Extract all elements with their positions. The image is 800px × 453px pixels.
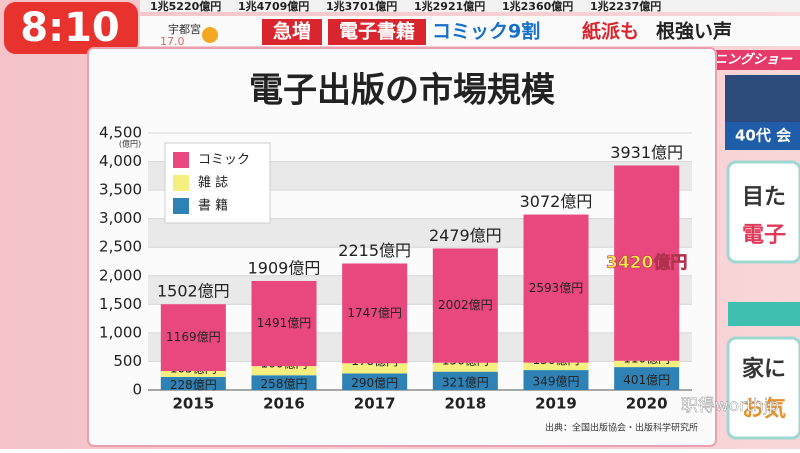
tag-box: [262, 19, 322, 45]
headline-bar: [140, 16, 800, 46]
x-tick-label: 2018: [444, 395, 486, 413]
tag-box: [328, 19, 426, 45]
data-label: 1169億円: [166, 330, 221, 344]
legend-label: 書 籍: [198, 198, 228, 214]
total-label: 1502億円: [157, 282, 230, 301]
y-tick-label: 2,000: [99, 266, 142, 284]
data-label: 2593億円: [529, 281, 584, 295]
data-label: 3420億円: [606, 252, 687, 273]
side-text: 電子: [742, 223, 786, 248]
total-label: 3072億円: [520, 192, 593, 211]
x-tick-label: 2015: [172, 395, 214, 413]
legend-label: 雑 誌: [198, 175, 228, 191]
x-tick-label: 2020: [626, 395, 668, 413]
y-tick-label: 4,500: [99, 124, 142, 142]
tag: 紙派も: [582, 20, 639, 43]
grid-band: [148, 332, 692, 362]
bar-segment: [160, 376, 226, 390]
location: 宇都宮: [168, 22, 201, 36]
legend-swatch: [173, 175, 189, 191]
data-label: 401億円: [623, 373, 670, 387]
side-text: 家に: [742, 356, 786, 382]
ticker-item: 1兆2360億円: [502, 0, 573, 13]
y-tick-label: 1,000: [99, 323, 142, 341]
tag: 電子書籍: [339, 20, 415, 43]
ticker-item: 1兆3701億円: [326, 0, 397, 13]
watermark: 职得worthjp: [681, 396, 779, 416]
chart-title: 電子出版の市場規模: [249, 71, 555, 111]
bar-segment: [251, 375, 317, 390]
bar-segment: [432, 362, 498, 372]
side-label-box: [725, 122, 800, 150]
legend-swatch: [173, 198, 189, 214]
bar-segment: [160, 304, 226, 371]
bar-segment: [160, 370, 226, 377]
total-label: 2215億円: [338, 241, 411, 260]
x-tick-label: 2017: [354, 395, 396, 413]
side-box: [726, 336, 800, 440]
side-label: 40代 会: [735, 127, 791, 145]
bar-segment: [614, 360, 680, 368]
data-label: 228億円: [170, 378, 217, 392]
bar-segment: [614, 367, 680, 390]
ticker-item: 1兆2237億円: [590, 0, 661, 13]
y-tick-label: 4,000: [99, 152, 142, 170]
data-label: 1491億円: [257, 316, 312, 330]
side-bar: [728, 302, 800, 326]
legend-label: コミック: [198, 153, 250, 168]
bar-segment: [614, 165, 680, 361]
x-tick-label: 2019: [535, 395, 577, 413]
clock: 8:10: [20, 5, 120, 51]
source: 出典：全国出版協会・出版科学研究所: [545, 422, 698, 434]
tag: 根強い声: [656, 20, 732, 43]
clock-box: [4, 2, 138, 54]
tag: コミック9割: [432, 20, 540, 43]
person: [725, 75, 800, 125]
y-tick-label: 1,500: [99, 295, 142, 313]
ticker-bar: [140, 0, 800, 12]
y-tick-label: 2,500: [99, 238, 142, 256]
bar-segment: [251, 280, 317, 367]
bar-segment: [251, 366, 317, 376]
total-label: 2479億円: [429, 226, 502, 245]
x-tick-label: 2016: [263, 395, 305, 413]
side-text: 目た: [742, 185, 786, 210]
ticker-item: 1兆2921億円: [414, 0, 485, 13]
ticker-item: 1兆5220億円: [150, 0, 221, 13]
y-tick-label: 3,000: [99, 209, 142, 227]
bar-segment: [523, 370, 589, 390]
total-label: 1909億円: [248, 258, 321, 277]
legend-swatch: [173, 152, 189, 168]
side-text: お気: [742, 396, 786, 422]
bar-segment: [432, 248, 498, 363]
y-unit: (億円): [119, 139, 141, 149]
data-label: 2002億円: [438, 298, 493, 312]
side-box: [726, 160, 800, 264]
tag: 急増: [273, 20, 311, 43]
bar-segment: [432, 371, 498, 390]
bar-segment: [342, 363, 408, 374]
y-tick-label: 500: [113, 352, 142, 370]
temperature: 17.0: [160, 35, 185, 48]
bar-segment: [342, 373, 408, 390]
data-label: 258億円: [261, 377, 308, 391]
grid-band: [148, 275, 692, 305]
total-label: 3931億円: [610, 143, 683, 162]
data-label: 321億円: [442, 375, 489, 389]
bar-segment: [523, 362, 589, 371]
y-tick-label: 3,500: [99, 181, 142, 199]
weather-icon: [202, 27, 218, 43]
data-label: 1747億円: [347, 306, 402, 320]
bar-segment: [342, 263, 408, 364]
data-label: 349億円: [533, 375, 580, 389]
ticker-item: 1兆4709億円: [238, 0, 309, 13]
bar-segment: [523, 214, 589, 363]
data-label: 290億円: [351, 376, 398, 390]
y-tick-label: 0: [132, 381, 142, 399]
